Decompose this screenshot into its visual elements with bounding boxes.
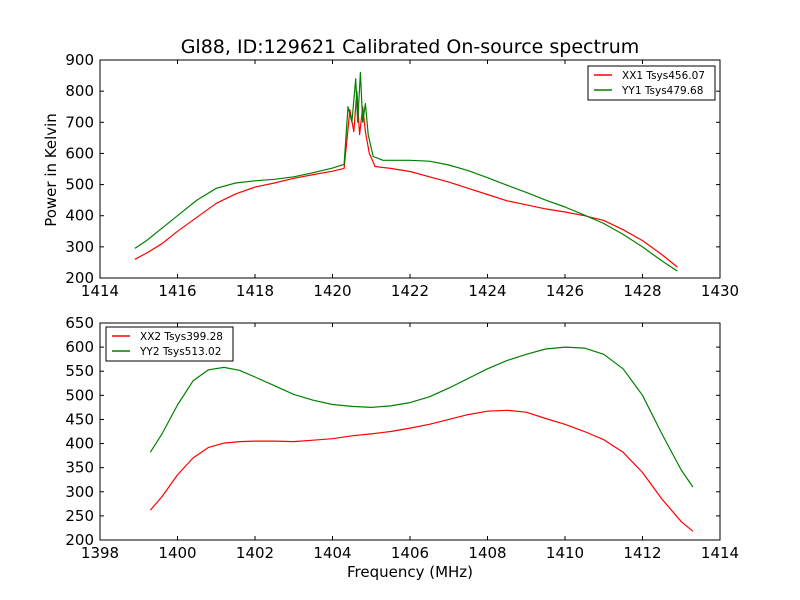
chart-1-xtick-label: 1416 — [158, 282, 196, 300]
chart-2-xtick-label: 1398 — [81, 544, 119, 562]
chart-2-ytick-label: 400 — [65, 435, 94, 453]
chart-1-xtick-label: 1420 — [313, 282, 351, 300]
chart-2-ytick-label: 250 — [65, 507, 94, 525]
chart-2-ytick-label: 550 — [65, 362, 94, 380]
chart-1-legend-label: XX1 Tsys456.07 — [622, 70, 705, 82]
chart-1-ytick-label: 200 — [65, 269, 94, 287]
chart-1-ytick-label: 800 — [65, 82, 94, 100]
chart-1-ylabel: Power in Kelvin — [42, 113, 60, 227]
chart-2-legend-box — [105, 326, 234, 362]
chart-1-xtick-label: 1424 — [468, 282, 506, 300]
chart-2-legend-label: XX2 Tsys399.28 — [140, 331, 223, 343]
chart-1-series-2-line — [134, 71, 678, 272]
chart-1-series-1-line — [134, 90, 678, 268]
chart-1-ytick-label: 700 — [65, 113, 94, 131]
chart-1-legend-label: YY1 Tsys479.68 — [621, 85, 703, 97]
chart-2-legend: XX2 Tsys399.28 YY2 Tsys513.02 — [105, 326, 234, 362]
chart-2-legend-label: YY2 Tsys513.02 — [139, 346, 221, 358]
chart-1-legend: XX1 Tsys456.07 YY1 Tsys479.68 — [587, 65, 716, 101]
chart-1-xtick-label: 1418 — [236, 282, 274, 300]
chart-1-xtick-label: 1422 — [391, 282, 429, 300]
chart-2-ytick-label: 650 — [65, 314, 94, 332]
chart-2: 1398 1400 1402 1404 1406 1408 1410 1412 1414 200 2… — [65, 314, 739, 562]
chart-2-series-1-line — [149, 409, 694, 532]
chart-2-ytick-label: 600 — [65, 338, 94, 356]
chart-2-xtick-label: 1412 — [623, 544, 661, 562]
chart-2-ytick-label: 500 — [65, 386, 94, 404]
chart-1-xtick-label: 1430 — [701, 282, 739, 300]
chart-1-ytick-label: 900 — [65, 51, 94, 69]
chart-2-xlabel: Frequency (MHz) — [347, 563, 473, 581]
chart-1-xtick-label: 1426 — [546, 282, 584, 300]
chart-2-xtick-label: 1404 — [313, 544, 351, 562]
chart-1: 1414 1416 1418 1420 1422 1424 1426 1428 1430 200 3… — [65, 51, 739, 300]
chart-1-legend-box — [587, 65, 716, 101]
chart-1-ytick-label: 500 — [65, 176, 94, 194]
chart-1-xtick-label: 1414 — [81, 282, 119, 300]
chart-2-series-2-line — [149, 346, 694, 488]
chart-2-ytick-label: 200 — [65, 531, 94, 549]
chart-2-xtick-label: 1406 — [391, 544, 429, 562]
chart-2-ytick-label: 300 — [65, 483, 94, 501]
chart-2-xtick-label: 1408 — [468, 544, 506, 562]
chart-2-xtick-label: 1410 — [546, 544, 584, 562]
chart-2-xtick-label: 1402 — [236, 544, 274, 562]
chart-2-xtick-label: 1400 — [158, 544, 196, 562]
chart-1-xtick-label: 1428 — [623, 282, 661, 300]
chart-2-ytick-label: 350 — [65, 459, 94, 477]
chart-1-ytick-label: 600 — [65, 144, 94, 162]
chart-2-xtick-label: 1414 — [701, 544, 739, 562]
chart-1-ytick-label: 400 — [65, 207, 94, 225]
chart-1-title: Gl88, ID:129621 Calibrated On-source spe… — [181, 36, 640, 58]
chart-1-ytick-label: 300 — [65, 238, 94, 256]
chart-2-ytick-label: 450 — [65, 410, 94, 428]
